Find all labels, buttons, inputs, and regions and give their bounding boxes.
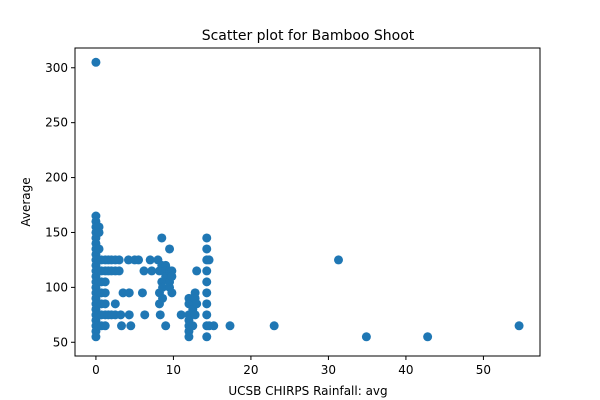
data-point [167,288,177,298]
chart-title: Scatter plot for Bamboo Shoot [202,28,415,44]
data-point [94,227,104,237]
data-point [188,321,198,331]
data-point [161,321,171,331]
data-point [155,310,165,320]
data-point [124,310,134,320]
data-point [94,244,104,254]
data-point [116,310,126,320]
data-point [204,255,214,265]
data-point [184,332,194,342]
data-point [192,266,202,276]
y-tick-label: 50 [53,335,68,349]
data-point [202,244,212,254]
data-point [202,288,212,298]
data-point [145,255,155,265]
data-point [100,288,110,298]
x-axis-title: UCSB CHIRPS Rainfall: avg [228,384,387,398]
y-tick-label: 200 [45,171,68,185]
data-point [124,288,134,298]
y-tick-label: 150 [45,225,68,239]
data-point [110,299,120,309]
data-point [134,255,144,265]
data-point [202,233,212,243]
x-tick-label: 20 [243,363,258,377]
data-point [158,293,168,303]
data-point [140,310,150,320]
data-points [91,57,524,342]
data-point [202,332,212,342]
data-point [100,277,110,287]
plot-area-frame [74,47,541,357]
x-tick-label: 30 [321,363,336,377]
y-axis-title: Average [19,177,33,226]
data-point [176,310,186,320]
data-point [117,321,126,331]
data-point [158,282,168,292]
data-point [157,233,167,243]
y-tick-label: 250 [45,116,68,130]
data-point [192,299,202,309]
data-point [100,299,110,309]
data-point [123,255,133,265]
data-point [334,255,343,265]
data-point [190,310,200,320]
x-tick-label: 50 [476,363,491,377]
y-axis: 50 100 150 200 250 300 [45,61,75,349]
data-point [209,321,219,331]
data-point [118,288,128,298]
x-tick-label: 0 [92,363,100,377]
data-point [139,266,149,276]
data-point [147,266,157,276]
x-tick-label: 10 [166,363,181,377]
data-point [114,255,124,265]
x-axis: 0 10 20 30 40 50 [92,356,491,377]
data-point [137,288,147,298]
y-tick-label: 100 [45,280,68,294]
x-tick-label: 40 [398,363,413,377]
data-point [202,310,212,320]
data-point [91,332,101,342]
data-point [91,57,101,67]
data-point [202,277,212,287]
y-tick-label: 300 [45,61,68,75]
data-point [225,321,235,331]
data-point [114,266,124,276]
data-point [202,299,212,309]
data-point [126,321,136,331]
data-point [202,266,212,276]
data-point [423,332,433,342]
data-point [361,332,371,342]
data-point [269,321,279,331]
data-point [165,244,175,254]
data-point [100,321,110,331]
data-point [514,321,524,331]
data-point [167,271,177,281]
